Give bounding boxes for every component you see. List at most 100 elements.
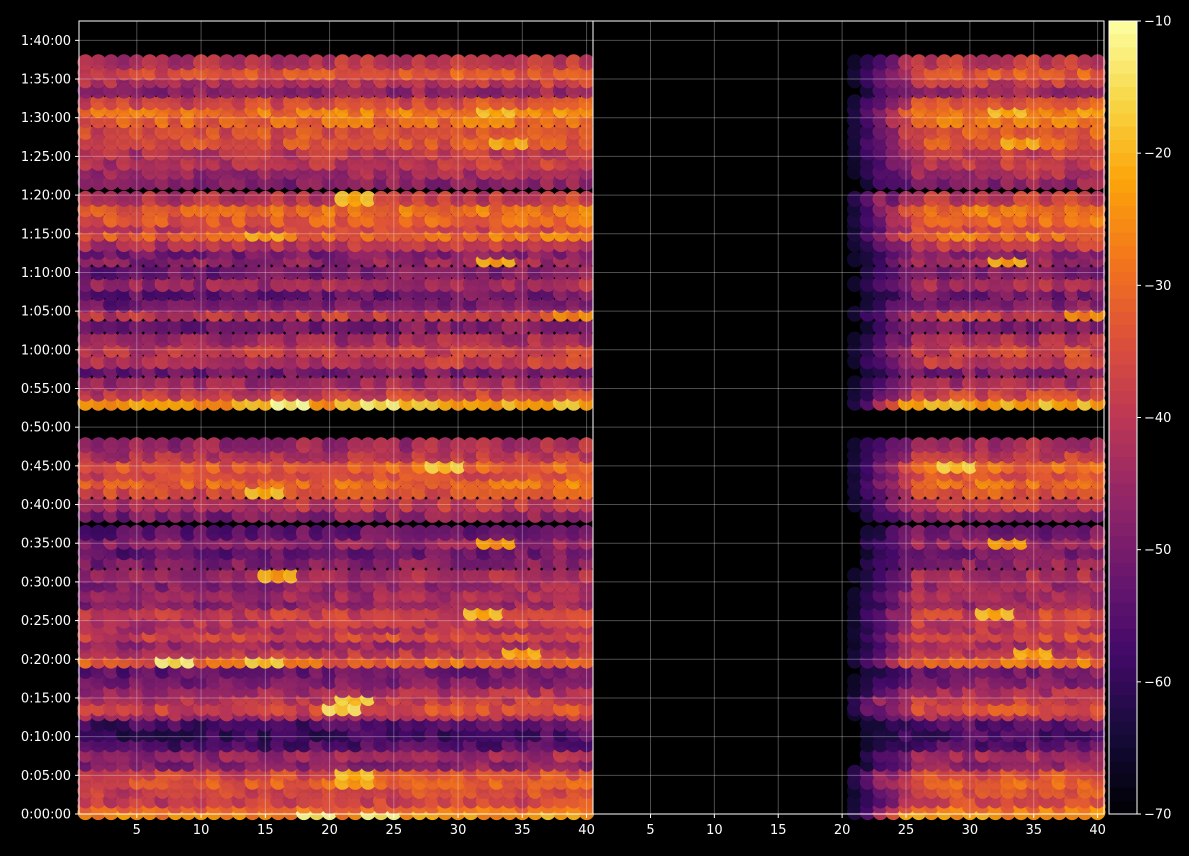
data-cell [578, 94, 595, 111]
data-cell [244, 123, 261, 140]
data-cell [128, 567, 145, 584]
data-cell [283, 375, 299, 392]
data-cell [308, 264, 325, 281]
data-cell [116, 54, 132, 71]
data-cell [193, 296, 210, 313]
data-cell [974, 567, 991, 584]
data-cell [462, 94, 479, 111]
data-cell [411, 496, 428, 513]
colorbar-segment [1109, 430, 1137, 445]
data-cell [385, 375, 402, 392]
data-cell [987, 123, 1004, 140]
data-cell [923, 276, 940, 292]
data-cell [295, 353, 312, 370]
data-cell [501, 375, 518, 392]
data-cell [398, 331, 415, 348]
data-cell [514, 567, 531, 584]
data-cell [936, 524, 953, 541]
data-cell [437, 353, 454, 370]
data-cell [565, 296, 582, 313]
data-cell [987, 296, 1004, 313]
data-cell [257, 123, 274, 140]
data-cell [885, 437, 902, 454]
colorbar: −10−20−30−40−50−60−70 [1108, 15, 1171, 823]
data-cell [116, 276, 132, 292]
data-cell [398, 94, 415, 111]
data-cell [244, 496, 261, 513]
data-cell [1000, 94, 1017, 111]
data-cell [90, 524, 107, 541]
data-cell [231, 54, 248, 71]
data-cell [398, 437, 415, 454]
data-cell [231, 94, 248, 111]
data-cell [540, 318, 556, 335]
y-tick-label: 1:40:00 [21, 34, 71, 49]
data-cell [411, 437, 428, 454]
data-cell [308, 496, 325, 513]
data-cell [501, 437, 518, 454]
data-cell [193, 331, 210, 348]
data-cell [167, 437, 184, 454]
data-cell [360, 437, 377, 454]
data-cell [501, 353, 518, 370]
data-cell [244, 331, 261, 348]
data-cell [1076, 190, 1093, 207]
data-cell [1038, 190, 1055, 207]
data-cell [218, 331, 235, 348]
data-cell [116, 496, 132, 513]
data-cell [962, 524, 978, 541]
data-cell [424, 375, 441, 392]
data-cell [167, 331, 184, 348]
data-cell [488, 331, 505, 348]
data-cell [898, 524, 914, 541]
data-cell [1038, 54, 1055, 71]
data-cell [1025, 524, 1042, 541]
data-cell [1051, 496, 1068, 513]
data-cell [437, 123, 454, 140]
data-cell [898, 123, 914, 140]
data-cell [974, 264, 991, 281]
data-cell [193, 318, 210, 335]
data-cell [987, 54, 1004, 71]
data-cell [1064, 54, 1080, 71]
data-cell [334, 190, 351, 207]
data-cell [910, 353, 927, 370]
data-cell [128, 331, 145, 348]
data-cell [77, 524, 94, 541]
data-cell [270, 496, 287, 513]
data-cell [1025, 94, 1042, 111]
data-cell [167, 318, 184, 335]
data-cell [527, 276, 544, 292]
x-tick-label: 40 [578, 823, 595, 838]
data-cell [1000, 264, 1017, 281]
data-cell [308, 567, 325, 584]
data-cell [987, 318, 1004, 335]
data-cell [974, 94, 991, 111]
colorbar-segment [1109, 721, 1137, 736]
data-cell [501, 496, 518, 513]
data-cell [321, 54, 338, 71]
data-cell [154, 353, 171, 370]
data-cell [475, 54, 492, 71]
data-cell [565, 123, 582, 140]
data-cell [424, 567, 441, 584]
data-cell [527, 123, 544, 140]
data-cell [270, 54, 287, 71]
data-cell [847, 375, 863, 392]
data-cell [501, 524, 518, 541]
data-cell [514, 94, 531, 111]
data-cell [244, 375, 261, 392]
data-cell [898, 318, 914, 335]
data-cell [360, 524, 377, 541]
data-cell [270, 276, 287, 292]
data-cell [898, 353, 914, 370]
data-cell [475, 567, 492, 584]
data-cell [116, 296, 132, 313]
data-cell [231, 276, 248, 292]
data-cell [1025, 353, 1042, 370]
data-cell [295, 318, 312, 335]
data-cell [231, 318, 248, 335]
data-cell [885, 276, 902, 292]
